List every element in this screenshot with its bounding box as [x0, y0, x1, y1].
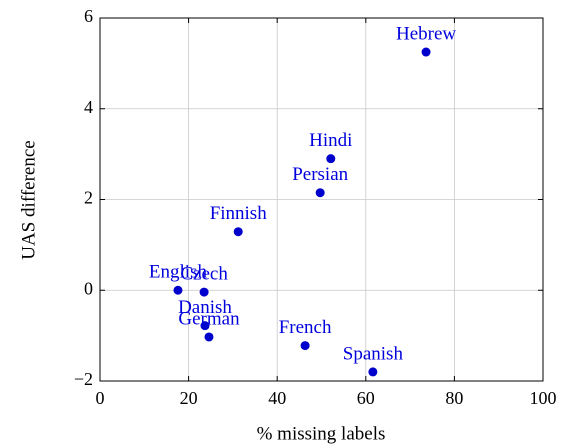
point-label: Spanish: [343, 343, 404, 364]
point: [233, 227, 243, 237]
point: [199, 287, 209, 297]
point: [173, 285, 183, 295]
point: [315, 188, 325, 198]
point-label: French: [279, 317, 332, 338]
point: [300, 341, 310, 351]
point-label: German: [178, 308, 240, 329]
point-label: Czech: [180, 263, 228, 284]
point-label: Persian: [292, 164, 348, 185]
point: [368, 367, 378, 377]
y-tick-label: 0: [84, 278, 93, 298]
y-tick-label: −2: [74, 369, 93, 389]
point-label: Hindi: [309, 130, 352, 151]
x-tick-label: 20: [180, 388, 198, 408]
y-tick-label: 2: [84, 188, 93, 208]
y-tick-label: 6: [84, 6, 93, 26]
point: [326, 154, 336, 164]
point: [200, 321, 210, 331]
point-label: Danish: [178, 297, 232, 318]
x-tick-label: 40: [268, 388, 286, 408]
x-tick-label: 0: [96, 388, 105, 408]
point-label: Hebrew: [396, 23, 456, 44]
x-axis-label: % missing labels: [257, 423, 386, 444]
point: [204, 332, 214, 342]
x-tick-label: 60: [357, 388, 375, 408]
y-tick-label: 4: [84, 97, 93, 117]
y-axis-label: UAS difference: [18, 140, 39, 259]
plot-frame: [99, 17, 544, 382]
point-label: English: [149, 262, 208, 283]
x-tick-label: 100: [530, 388, 557, 408]
x-tick-label: 80: [445, 388, 463, 408]
point-label: Finnish: [210, 203, 268, 224]
point: [421, 47, 431, 57]
